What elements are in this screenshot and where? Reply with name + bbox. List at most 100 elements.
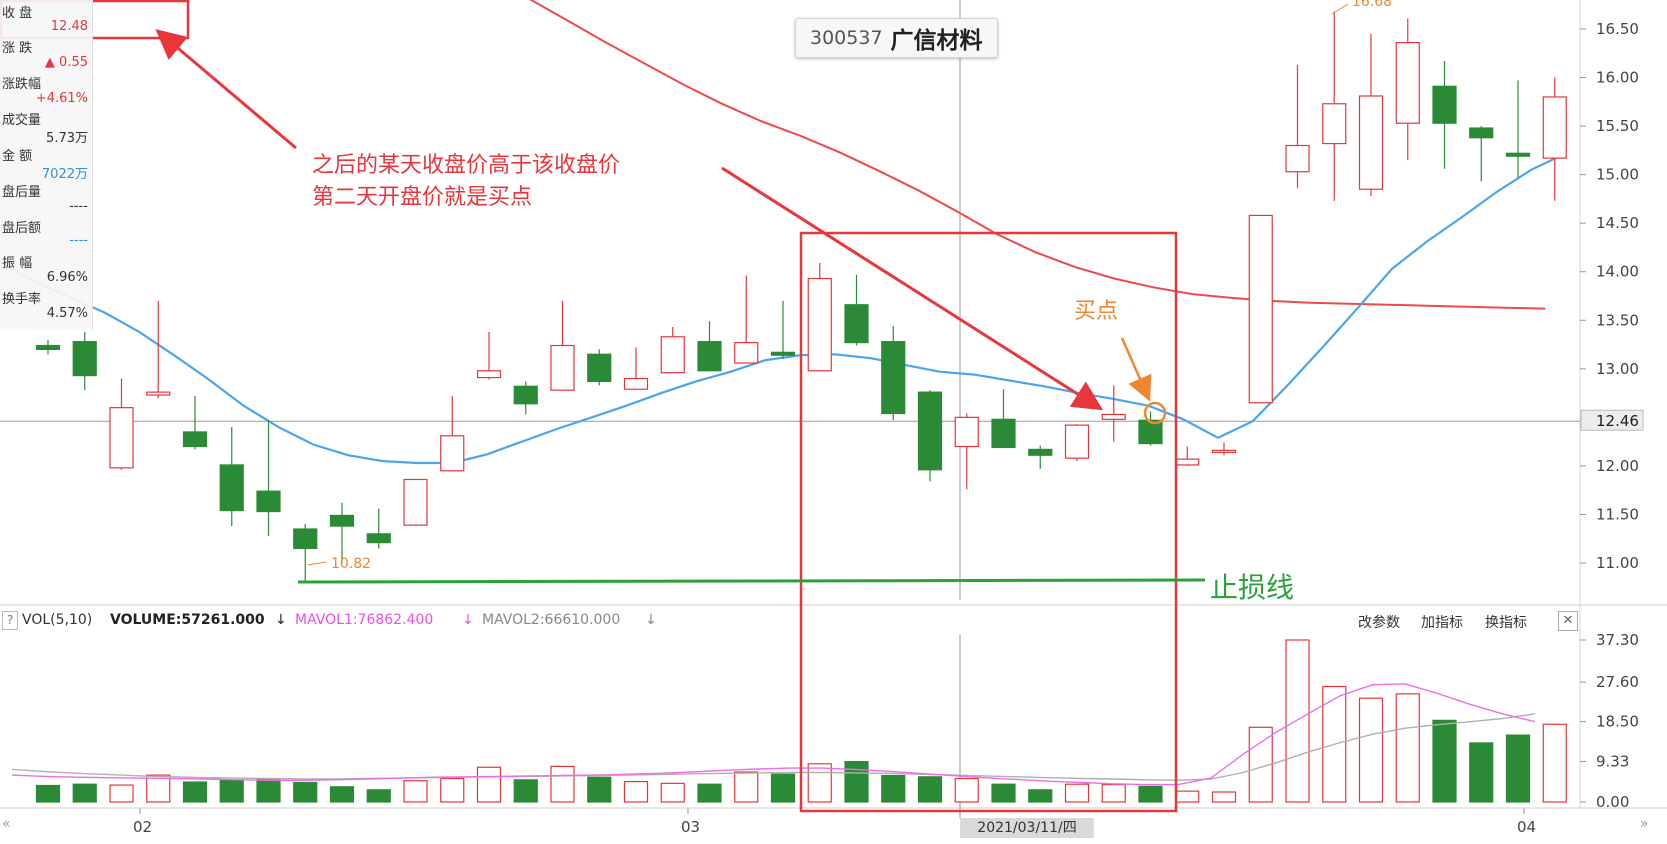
price-tick-label: 13.50 (1596, 311, 1639, 329)
help-icon[interactable]: ? (2, 611, 18, 630)
volume-tick-label: 0.00 (1596, 793, 1629, 811)
current-price-label: 12.46 (1596, 412, 1639, 430)
candle-body (256, 490, 281, 513)
volume-indicator-name[interactable]: VOL(5,10) (22, 612, 93, 628)
mavol2-line (11, 713, 1535, 782)
volume-bar (660, 782, 685, 803)
candle-body (440, 435, 465, 472)
volume-bar (1064, 783, 1090, 803)
highlight-window-box (799, 231, 1178, 813)
after-hours-volume-value: ---- (69, 199, 88, 214)
volume-bar (403, 780, 428, 803)
scroll-left-icon[interactable]: « (2, 816, 11, 832)
turnover-label: 换手率 (2, 292, 42, 307)
volume-bar (476, 766, 502, 803)
candle-body (697, 341, 722, 372)
high-marker-leader (1331, 3, 1349, 15)
volume-indicator-bar: VOL(5,10) VOLUME:57261.000 ↓ MAVOL1:7686… (0, 608, 1580, 632)
stock-title-badge: 300537 广信材料 (795, 18, 998, 58)
candle-body (1064, 424, 1090, 459)
price-tick-label: 11.00 (1596, 554, 1639, 572)
change-percent-label: 涨跌幅 (2, 77, 42, 92)
stop-loss-line (297, 578, 1206, 584)
candle-body (476, 370, 502, 379)
volume-bar (146, 774, 171, 803)
candle-body (844, 304, 869, 344)
annotation-note-line1: 之后的某天收盘价高于该收盘价 (312, 153, 621, 178)
volume-tick-label: 37.30 (1596, 631, 1639, 649)
volume-bar (1432, 719, 1457, 803)
amplitude-label: 振 幅 (2, 256, 33, 271)
volume-bar (1101, 784, 1126, 803)
volume-bar (1505, 734, 1531, 803)
volume-bar (550, 765, 575, 803)
stock-name: 广信材料 (890, 28, 983, 54)
candle-body (1469, 127, 1494, 139)
quote-info-panel: 收 盘 12.48 涨 跌 ▲ 0.55 涨跌幅 +4.61% 成交量 5.73… (0, 0, 93, 330)
scroll-right-icon[interactable]: » (1640, 816, 1649, 832)
edit-params-button[interactable]: 改参数 (1358, 615, 1400, 631)
candle-body (403, 478, 428, 526)
candle-body (1101, 413, 1126, 420)
volume-bar (440, 777, 465, 803)
volume-bar (1138, 785, 1163, 803)
after-hours-volume-label: 盘后量 (2, 185, 42, 200)
candle-body (366, 533, 391, 544)
volume-bar (513, 779, 538, 803)
arrow-to-reference-candle (721, 166, 1104, 411)
high-marker-label: 16.68 (1352, 0, 1392, 10)
candle-body (293, 528, 318, 550)
low-marker-label: 10.82 (331, 556, 371, 572)
candle-body (881, 341, 906, 415)
volume-label: 成交量 (2, 113, 42, 128)
volume-bar (366, 789, 391, 803)
change-percent-value: +4.61% (35, 91, 88, 106)
add-indicator-button[interactable]: 加指标 (1421, 615, 1463, 631)
after-hours-amount-value: ---- (69, 233, 88, 248)
date-tick-label: 02 (133, 818, 152, 836)
candle-body (1138, 419, 1163, 445)
close-icon[interactable]: ✕ (1558, 611, 1578, 631)
volume-bar (1285, 639, 1310, 803)
candle-body (219, 464, 244, 512)
volume-bar (219, 779, 244, 803)
amplitude-value: 6.96% (46, 270, 88, 285)
price-tick-label: 14.00 (1596, 263, 1639, 281)
volume-bar (991, 783, 1016, 803)
candle-body (1395, 41, 1420, 124)
candle-body (1432, 85, 1457, 124)
candle-body (807, 277, 832, 372)
volume-bar (1395, 693, 1420, 803)
switch-indicator-button[interactable]: 换指标 (1485, 615, 1527, 631)
mavol1-down-arrow-icon: ↓ (462, 612, 474, 628)
current-price-box (1580, 409, 1644, 431)
volume-bar (1358, 697, 1384, 803)
candle-body (1542, 96, 1567, 159)
candle-body (1175, 458, 1200, 466)
volume-bar (844, 761, 869, 803)
candle-body (917, 391, 943, 471)
volume-bar (770, 773, 796, 803)
volume-bar (954, 777, 979, 803)
volume-bar (1211, 791, 1237, 803)
candle-body (1248, 214, 1273, 404)
arrow-to-close-price (155, 29, 297, 150)
volume-bar (734, 771, 759, 803)
candle-body (991, 418, 1016, 449)
volume-bar (182, 781, 208, 803)
candle-body (182, 431, 208, 448)
volume-value-readout: VOLUME:57261.000 (110, 612, 265, 628)
volume-bar (329, 786, 355, 803)
crosshair-date-badge: 2021/03/11/四 (960, 818, 1094, 838)
candle-body (587, 353, 612, 383)
turnover-value: 4.57% (46, 306, 88, 321)
candle-body (329, 514, 355, 527)
price-tick-label: 12.00 (1596, 457, 1639, 475)
low-marker-leader (307, 561, 327, 566)
date-tick-label: 04 (1517, 818, 1536, 836)
volume-bar (1175, 790, 1200, 803)
volume-bar (881, 774, 906, 803)
ma-long-line (529, 0, 1546, 310)
